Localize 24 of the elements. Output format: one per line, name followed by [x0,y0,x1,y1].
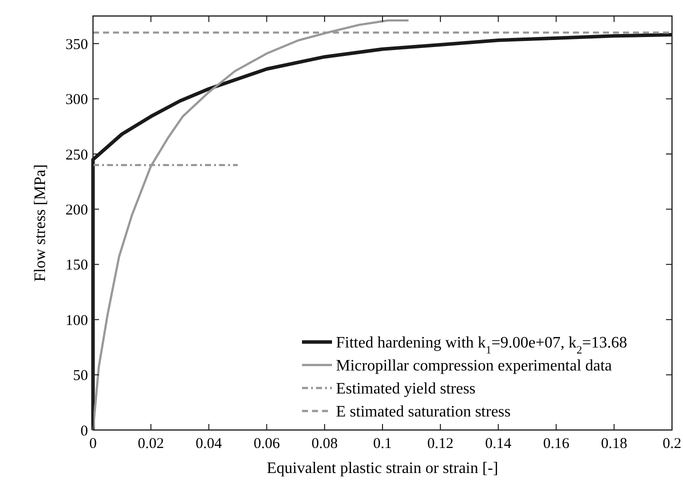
x-tick-label: 0.12 [427,436,454,452]
x-tick-label: 0.16 [543,436,570,452]
x-tick-label: 0.1 [373,436,392,452]
x-tick-label: 0.04 [196,436,222,452]
y-tick-label: 250 [66,147,88,164]
x-tick-label: 0.08 [311,436,338,452]
y-tick-label: 300 [66,92,88,108]
x-tick-label: 0.14 [485,436,512,452]
y-tick-label: 150 [66,258,88,274]
legend-label: Estimated yield stress [336,380,476,398]
y-tick-label: 200 [66,202,88,218]
legend-label: E stimated saturation stress [336,404,511,421]
y-axis-title: Flow stress [MPa] [32,164,49,282]
x-tick-label: 0.2 [662,436,682,452]
legend-label: Fitted hardening with k$_{1}$=9.00e+07, k$_{2}$=13.68 [336,334,628,357]
legend-label: Micropillar compression experimental data [336,358,612,375]
y-tick-label: 50 [73,368,88,384]
x-tick-label: 0.18 [600,436,628,452]
y-tick-label: 100 [66,312,88,329]
x-axis-title: Equivalent plastic strain or strain [-] [266,460,498,477]
y-tick-label: 0 [80,423,88,440]
x-tick-label: 0.02 [138,436,164,452]
y-tick-label: 350 [66,36,88,53]
x-tick-label: 0.06 [254,436,280,452]
